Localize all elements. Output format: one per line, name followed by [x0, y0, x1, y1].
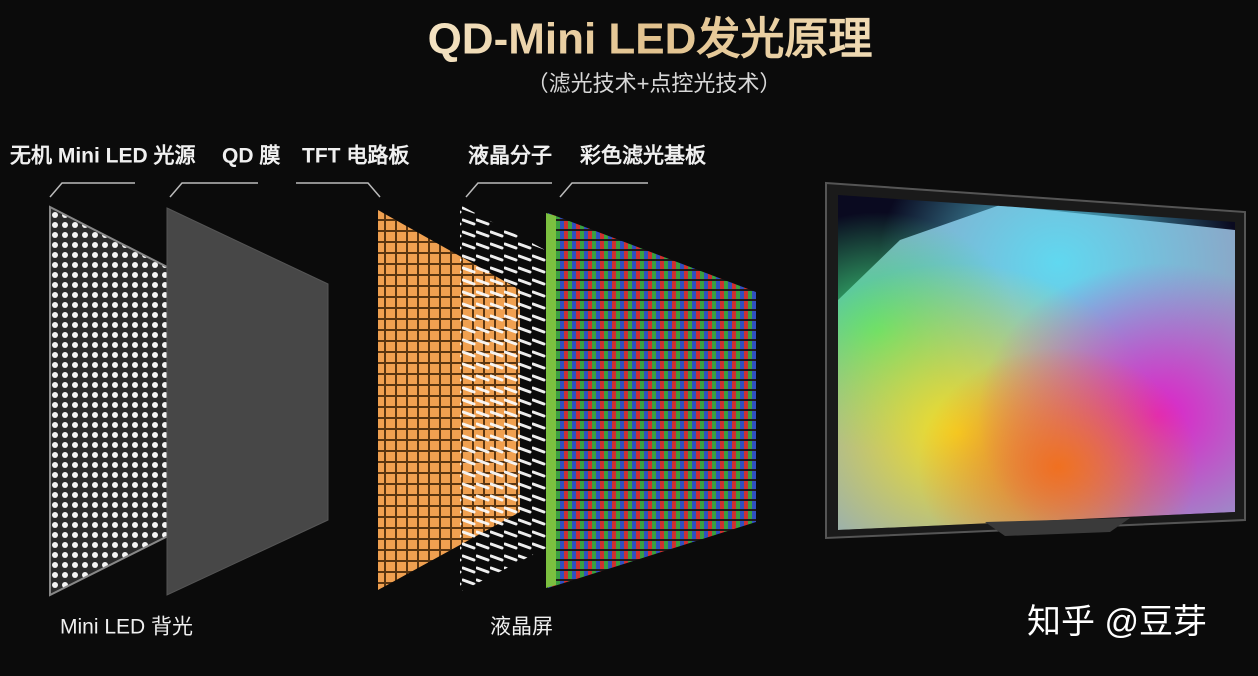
watermark: 知乎 @豆芽 [1027, 603, 1207, 641]
layer-label: 无机 Mini LED 光源 [10, 144, 196, 168]
layer-label: QD 膜 [222, 144, 280, 168]
leader-line [465, 182, 552, 198]
tv-screen [838, 195, 1235, 530]
qd-film [166, 207, 329, 596]
color-filter [548, 213, 756, 588]
title: QD-Mini LED发光原理 [428, 15, 873, 64]
layer-label: 液晶分子 [468, 144, 552, 168]
tv-stand [985, 518, 1130, 536]
leader-line [49, 182, 135, 198]
subtitle: （滤光技术+点控光技术） [527, 71, 782, 96]
color-filter-edge [546, 213, 556, 588]
group-label: Mini LED 背光 [60, 616, 193, 639]
group-label: 液晶屏 [490, 616, 553, 639]
leader-line [296, 182, 381, 198]
layer-label: TFT 电路板 [302, 144, 410, 168]
leader-line [559, 182, 648, 198]
layer-label: 彩色滤光基板 [579, 144, 707, 168]
leader-line [169, 182, 258, 198]
